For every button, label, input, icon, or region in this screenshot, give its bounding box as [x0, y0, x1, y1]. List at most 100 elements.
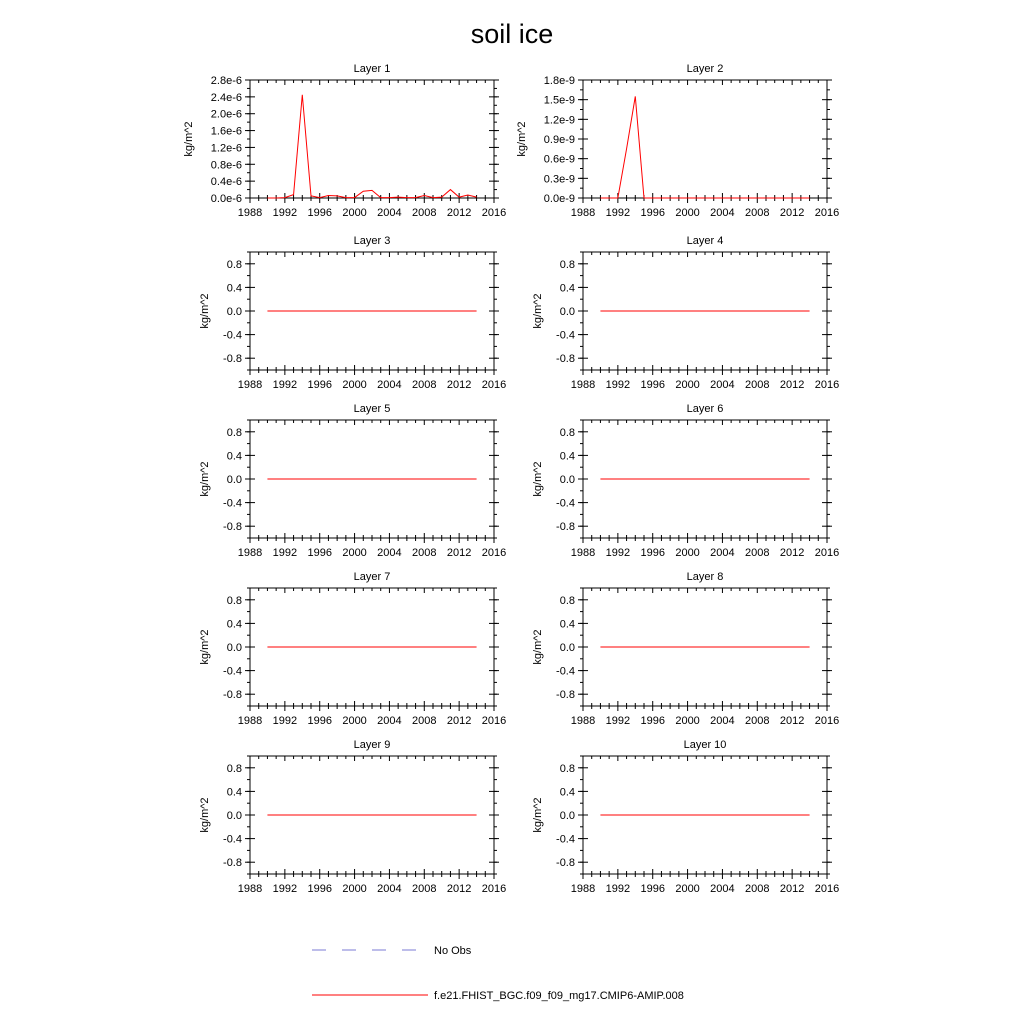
panel-layer-3: Layer 3 1988 1992 1996 2000 2004 2008 2012 2016 -… [199, 235, 506, 391]
panel-layer-10: Layer 10 1988 1992 1996 2000 2004 2008 2012 2016… [532, 739, 839, 895]
y-tick-label: 0.0e-6 [211, 193, 242, 205]
legend-label-no-obs: No Obs [434, 945, 472, 957]
panel-title: Layer 2 [687, 63, 724, 75]
x-tick-label: 2004 [377, 207, 401, 219]
x-tick-label: 2004 [710, 379, 734, 391]
x-tick-label: 2016 [482, 379, 506, 391]
y-tick-label: 1.2e-9 [544, 114, 575, 126]
y-axis-label: kg/m^2 [183, 121, 195, 156]
y-tick-label: 0.0 [560, 474, 575, 486]
y-tick-label: 0.4 [560, 618, 575, 630]
y-axis-label: kg/m^2 [199, 461, 211, 496]
x-tick-label: 1996 [640, 883, 664, 895]
x-tick-label: 1992 [606, 379, 630, 391]
x-tick-label: 1992 [606, 547, 630, 559]
x-tick-label: 1996 [307, 379, 331, 391]
x-tick-label: 1996 [307, 715, 331, 727]
x-tick-label: 1996 [640, 379, 664, 391]
y-tick-label: 0.0 [227, 810, 242, 822]
x-tick-label: 2004 [377, 547, 401, 559]
x-tick-label: 1988 [238, 883, 262, 895]
x-tick-label: 2000 [675, 207, 699, 219]
y-tick-label: 1.6e-6 [211, 126, 242, 138]
x-tick-label: 2000 [675, 379, 699, 391]
x-tick-label: 1988 [238, 207, 262, 219]
x-tick-label: 2000 [342, 547, 366, 559]
x-tick-label: 1988 [238, 547, 262, 559]
y-tick-label: 0.6e-9 [544, 154, 575, 166]
y-tick-label: 0.4 [227, 450, 242, 462]
y-tick-label: 0.0 [227, 474, 242, 486]
x-tick-label: 2016 [815, 207, 839, 219]
panel-layer-5: Layer 5 1988 1992 1996 2000 2004 2008 2012 2016 -… [199, 403, 506, 559]
x-tick-label: 2000 [342, 883, 366, 895]
y-tick-label: 0.8 [560, 763, 575, 775]
y-tick-label: 0.0 [560, 306, 575, 318]
x-tick-label: 2012 [780, 547, 804, 559]
x-tick-label: 2004 [377, 379, 401, 391]
x-tick-label: 1996 [640, 547, 664, 559]
x-tick-label: 2012 [780, 207, 804, 219]
legend: No Obs f.e21.FHIST_BGC.f09_f09_mg17.CMIP… [312, 945, 684, 1002]
panel-title: Layer 5 [354, 403, 391, 415]
legend-label-model: f.e21.FHIST_BGC.f09_f09_mg17.CMIP6-AMIP.… [434, 990, 684, 1002]
x-tick-label: 2016 [482, 715, 506, 727]
y-axis-label: kg/m^2 [516, 121, 528, 156]
y-tick-label: -0.8 [556, 521, 575, 533]
y-tick-label: -0.4 [556, 666, 575, 678]
x-tick-label: 2012 [447, 207, 471, 219]
y-axis-label: kg/m^2 [532, 629, 544, 664]
y-tick-label: 0.4 [560, 786, 575, 798]
panel-title: Layer 6 [687, 403, 724, 415]
x-tick-label: 2016 [482, 207, 506, 219]
x-tick-label: 2008 [412, 379, 436, 391]
y-tick-label: 0.0 [227, 642, 242, 654]
y-tick-label: 0.8 [560, 259, 575, 271]
y-tick-label: 2.8e-6 [211, 75, 242, 87]
x-tick-label: 2008 [745, 547, 769, 559]
y-axis-label: kg/m^2 [199, 797, 211, 832]
x-tick-label: 2008 [412, 883, 436, 895]
panel-layer-7: Layer 7 1988 1992 1996 2000 2004 2008 2012 2016 -… [199, 571, 506, 727]
y-tick-label: -0.4 [223, 834, 242, 846]
y-tick-label: -0.8 [223, 857, 242, 869]
x-tick-label: 2000 [675, 715, 699, 727]
y-tick-label: -0.4 [223, 666, 242, 678]
x-tick-label: 2012 [780, 379, 804, 391]
y-tick-label: 1.2e-6 [211, 142, 242, 154]
y-tick-label: 0.3e-9 [544, 173, 575, 185]
y-tick-label: 0.0 [227, 306, 242, 318]
y-tick-label: -0.8 [223, 521, 242, 533]
y-tick-label: 0.8 [227, 763, 242, 775]
plot-frame [582, 79, 828, 199]
x-tick-label: 2008 [745, 883, 769, 895]
y-axis-label: kg/m^2 [199, 629, 211, 664]
x-tick-label: 1988 [571, 207, 595, 219]
panel-layer-8: Layer 8 1988 1992 1996 2000 2004 2008 2012 2016 -… [532, 571, 839, 727]
x-tick-label: 2012 [447, 379, 471, 391]
series-line [600, 96, 810, 199]
x-tick-label: 1988 [238, 715, 262, 727]
x-tick-label: 2016 [815, 715, 839, 727]
y-axis-label: kg/m^2 [532, 461, 544, 496]
y-tick-label: 0.8 [227, 595, 242, 607]
panel-layer-2: Layer 2 1988 1992 1996 2000 2004 2008 2012 2016 0… [516, 63, 839, 219]
y-tick-label: -0.8 [556, 353, 575, 365]
x-tick-label: 2016 [815, 883, 839, 895]
panel-title: Layer 3 [354, 235, 391, 247]
y-tick-label: 0.0 [560, 642, 575, 654]
y-axis-label: kg/m^2 [199, 293, 211, 328]
y-tick-label: 2.0e-6 [211, 109, 242, 121]
x-tick-label: 2012 [780, 883, 804, 895]
y-tick-label: 0.4 [560, 450, 575, 462]
y-tick-label: 0.8e-6 [211, 159, 242, 171]
x-tick-label: 2008 [745, 379, 769, 391]
x-tick-label: 2008 [745, 207, 769, 219]
y-tick-label: -0.8 [223, 689, 242, 701]
y-tick-label: 0.0e-9 [544, 193, 575, 205]
y-tick-label: 0.4 [227, 282, 242, 294]
y-tick-label: 1.8e-9 [544, 75, 575, 87]
x-tick-label: 1996 [307, 207, 331, 219]
y-tick-label: 0.4 [227, 618, 242, 630]
x-tick-label: 2004 [710, 207, 734, 219]
